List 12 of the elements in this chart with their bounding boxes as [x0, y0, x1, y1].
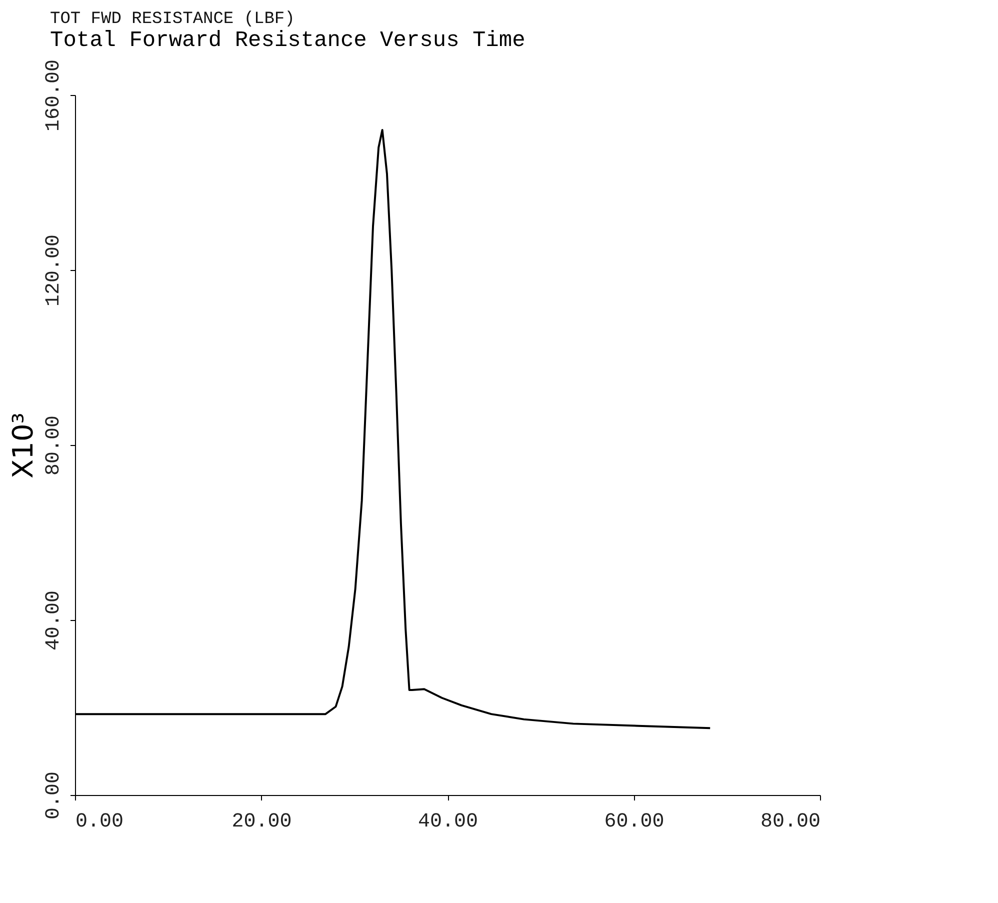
y-tick-label: 40.00: [42, 590, 66, 651]
y-tick-label: 160.00: [42, 59, 66, 132]
x-tick-label: 20.00: [232, 810, 292, 834]
y-axis-title: X10³: [6, 412, 40, 479]
chart-subtitle: Total Forward Resistance Versus Time: [50, 28, 526, 53]
x-tick-label: 40.00: [418, 810, 478, 834]
x-tick-label: 0.00: [76, 810, 124, 834]
x-tick-label: 80.00: [760, 810, 820, 834]
y-tick-label: 120.00: [42, 234, 66, 307]
y-tick-label: 80.00: [42, 415, 66, 476]
chart-title: TOT FWD RESISTANCE (LBF): [50, 10, 295, 29]
x-tick-label: 60.00: [604, 810, 664, 834]
